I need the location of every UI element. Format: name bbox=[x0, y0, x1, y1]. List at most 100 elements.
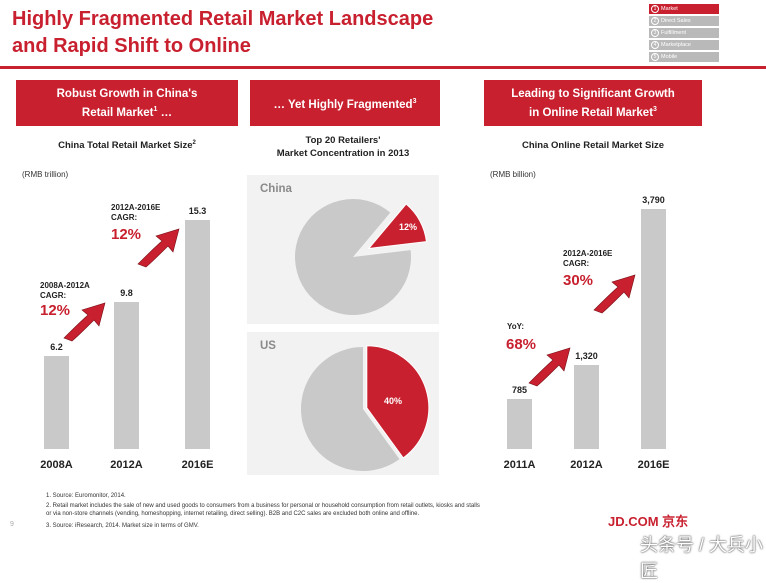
nav-number: 5 bbox=[651, 53, 659, 61]
banner-line-2: Retail Market1 … bbox=[82, 102, 172, 121]
right-bar-2011a bbox=[507, 399, 532, 449]
banner-line: Leading to Significant Growth bbox=[511, 87, 675, 100]
us-panel: US 40% bbox=[247, 332, 439, 475]
nav-item-marketplace[interactable]: 4 Marketplace bbox=[649, 40, 719, 50]
banner-text: in Online Retail Market bbox=[529, 106, 654, 119]
watermark: 头条号 / 大兵小匠 bbox=[640, 535, 764, 581]
right-cagr-label: 2012A-2016E CAGR: bbox=[563, 249, 612, 269]
page-number: 9 bbox=[10, 521, 14, 528]
us-pie-top20 bbox=[366, 345, 430, 459]
cagr-period: 2008A-2012A bbox=[40, 281, 90, 290]
header-divider bbox=[0, 66, 766, 69]
nav-item-fulfillment[interactable]: 3 Fulfillment bbox=[649, 28, 719, 38]
growth-arrow-icon bbox=[63, 302, 106, 342]
nav-number: 1 bbox=[651, 5, 659, 13]
banner-line-2: in Online Retail Market3 bbox=[529, 102, 657, 121]
china-pie-chart bbox=[294, 199, 427, 316]
left-value-label: 9.8 bbox=[120, 288, 133, 298]
nav-item-direct-sales[interactable]: 2 Direct Sales bbox=[649, 16, 719, 26]
china-panel: China 12% bbox=[247, 175, 439, 324]
nav-label: Marketplace bbox=[661, 42, 691, 48]
nav-item-mobile[interactable]: 5 Mobile bbox=[649, 52, 719, 62]
cagr-period: 2012A-2016E bbox=[111, 203, 161, 212]
right-x-label: 2012A bbox=[570, 459, 603, 471]
footnote-3: 3. Source: iResearch, 2014. Market size … bbox=[46, 523, 199, 529]
nav-number: 2 bbox=[651, 17, 659, 25]
left-chart-title: China Total Retail Market Size2 bbox=[16, 140, 238, 151]
right-bar-2016e bbox=[641, 209, 666, 449]
china-pie-top20 bbox=[367, 203, 427, 250]
page-title: Highly Fragmented Retail Market Landscap… bbox=[12, 6, 482, 60]
footnote-2-line-2: or via non-store channels (vending, home… bbox=[46, 510, 420, 517]
right-chart-unit: (RMB billion) bbox=[490, 170, 536, 179]
left-bar-2008a bbox=[44, 356, 69, 449]
left-cagr2-value: 12% bbox=[111, 226, 142, 243]
banner-text: Retail Market bbox=[81, 106, 154, 119]
banner-line: … Yet Highly Fragmented3 bbox=[273, 94, 416, 113]
nav-label: Direct Sales bbox=[661, 18, 691, 24]
china-share-label: 12% bbox=[399, 222, 418, 232]
growth-arrow-icon bbox=[137, 228, 180, 268]
banner-text: … Yet Highly Fragmented bbox=[273, 98, 413, 111]
left-cagr2-label: 2012A-2016E CAGR: bbox=[111, 203, 160, 223]
nav-number: 3 bbox=[651, 29, 659, 37]
jd-logo: JD.COM 京东 bbox=[608, 514, 689, 529]
us-label: US bbox=[260, 340, 276, 352]
nav-item-market[interactable]: 1 Market bbox=[649, 4, 719, 14]
left-value-label: 15.3 bbox=[188, 205, 207, 216]
china-pie-rest bbox=[294, 199, 411, 316]
right-x-label: 2016E bbox=[637, 459, 670, 471]
nav-label: Market bbox=[661, 6, 678, 12]
mid-chart-title: Top 20 Retailers' Market Concentration i… bbox=[247, 134, 439, 160]
footnote-1: 1. Source: Euromonitor, 2014. bbox=[46, 493, 126, 499]
right-value-label: 1,320 bbox=[575, 351, 598, 362]
nav-label: Mobile bbox=[661, 54, 678, 60]
right-bar-2012a bbox=[574, 365, 599, 449]
right-x-label: 2011A bbox=[503, 459, 536, 471]
left-x-label: 2012A bbox=[110, 459, 143, 471]
cagr-caption: CAGR: bbox=[40, 291, 67, 300]
chart-title-line-2: Market Concentration in 2013 bbox=[276, 148, 410, 159]
footnote-ref: 1 bbox=[153, 105, 158, 113]
cagr-caption: CAGR: bbox=[563, 259, 590, 268]
section-nav: 1 Market 2 Direct Sales 3 Fulfillment 4 Mark… bbox=[649, 4, 719, 64]
footnote-2: 2. Retail market includes the sale of ne… bbox=[46, 503, 606, 518]
us-pie-chart bbox=[300, 345, 430, 471]
right-value-label: 785 bbox=[511, 385, 528, 396]
growth-arrow-icon bbox=[528, 347, 571, 387]
left-bar-2016e bbox=[185, 219, 210, 449]
title-line-1: Highly Fragmented Retail Market Landscap… bbox=[12, 8, 434, 30]
nav-label: Fulfillment bbox=[661, 30, 687, 36]
chart-title-line: Top 20 Retailers' bbox=[305, 135, 381, 146]
us-pie-rest bbox=[300, 347, 400, 471]
footnote-ref: 3 bbox=[412, 97, 417, 105]
left-x-label: 2016E bbox=[181, 459, 214, 471]
right-yoy-label: YoY: bbox=[507, 322, 525, 331]
china-label: China bbox=[260, 183, 292, 195]
banner-fragmented: … Yet Highly Fragmented3 bbox=[250, 80, 440, 126]
right-chart-title: China Online Retail Market Size bbox=[521, 140, 664, 151]
left-x-label: 2008A bbox=[40, 459, 73, 471]
us-share-label: 40% bbox=[384, 396, 403, 406]
right-yoy-value: 68% bbox=[506, 336, 537, 353]
cagr-caption: CAGR: bbox=[111, 213, 138, 222]
banner-robust-growth: Robust Growth in China's Retail Market1 … bbox=[16, 80, 238, 126]
title-line-2: and Rapid Shift to Online bbox=[12, 35, 251, 57]
left-bar-2012a bbox=[114, 302, 139, 449]
left-cagr1-label: 2008A-2012A CAGR: bbox=[40, 281, 90, 301]
right-value-label: 3,790 bbox=[642, 195, 665, 206]
banner-line: Robust Growth in China's bbox=[56, 87, 198, 100]
left-value-label: 6.2 bbox=[50, 342, 63, 352]
cagr-period: 2012A-2016E bbox=[563, 249, 613, 258]
banner-ellipsis: … bbox=[157, 106, 173, 119]
growth-arrow-icon bbox=[593, 274, 636, 314]
right-cagr-value: 30% bbox=[563, 272, 594, 289]
left-cagr1-value: 12% bbox=[40, 302, 71, 319]
chart-title-text: China Total Retail Market Size bbox=[58, 140, 193, 152]
banner-online-growth: Leading to Significant Growth in Online … bbox=[484, 80, 702, 126]
left-chart-unit: (RMB trillion) bbox=[22, 170, 69, 179]
footnote-ref: 2 bbox=[192, 140, 196, 146]
footnote-2-line: 2. Retail market includes the sale of ne… bbox=[46, 503, 480, 509]
footnote-ref: 3 bbox=[653, 105, 657, 113]
nav-number: 4 bbox=[651, 41, 659, 49]
